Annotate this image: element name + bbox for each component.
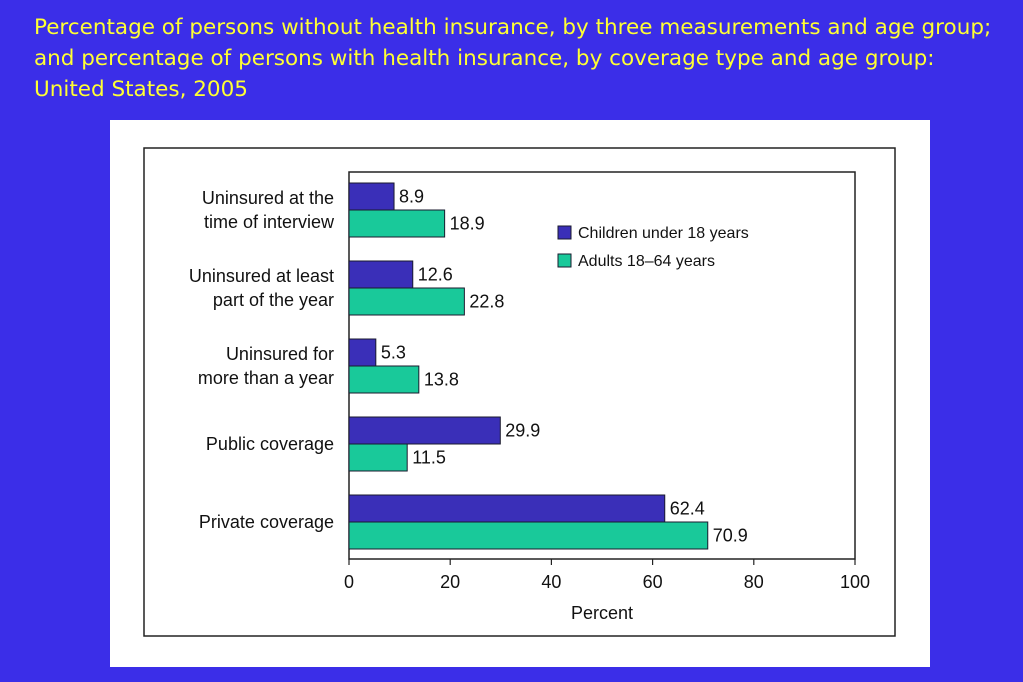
x-axis: 0 20 40 60 80 100 Percent — [344, 559, 870, 623]
category-label: Public coverage — [206, 434, 334, 454]
data-label: 5.3 — [381, 343, 406, 363]
slide-title: Percentage of persons without health ins… — [34, 15, 992, 102]
bar-children-3 — [348, 416, 501, 445]
x-tick-label: 20 — [440, 572, 460, 592]
bar-adults-0 — [348, 209, 446, 238]
data-label: 12.6 — [418, 265, 453, 285]
bars-layer — [348, 182, 709, 550]
data-label: 29.9 — [505, 421, 540, 441]
legend: Children under 18 years Adults 18–64 year… — [557, 225, 749, 270]
x-axis-title: Percent — [571, 603, 633, 623]
x-tick-label: 40 — [541, 572, 561, 592]
data-label: 13.8 — [424, 370, 459, 390]
x-tick-label: 100 — [840, 572, 870, 592]
category-label: Private coverage — [199, 512, 334, 532]
chart-frame — [143, 147, 896, 637]
x-tick-label: 0 — [344, 572, 354, 592]
labels-layer: 8.9 18.9 Uninsured at the time of interview… — [189, 187, 748, 546]
data-label: 18.9 — [450, 214, 485, 234]
bar-adults-1 — [348, 287, 465, 316]
x-tick-label: 80 — [744, 572, 764, 592]
data-label: 62.4 — [670, 499, 705, 519]
bar-adults-3 — [348, 443, 408, 472]
category-label: part of the year — [213, 290, 334, 310]
data-label: 8.9 — [399, 187, 424, 207]
data-label: 11.5 — [412, 448, 446, 468]
category-label: more than a year — [198, 368, 334, 388]
category-label: Uninsured at least — [189, 266, 334, 286]
bar-children-0 — [348, 182, 395, 211]
legend-swatch-children — [557, 225, 572, 240]
bar-children-2 — [348, 338, 377, 367]
bar-children-4 — [348, 494, 666, 523]
category-label: Uninsured for — [226, 344, 334, 364]
data-label: 70.9 — [713, 526, 748, 546]
bar-adults-4 — [348, 521, 709, 550]
bar-chart: 8.9 18.9 Uninsured at the time of interview… — [143, 147, 896, 637]
bar-adults-2 — [348, 365, 420, 394]
legend-swatch-adults — [557, 253, 572, 268]
data-label: 22.8 — [469, 292, 504, 312]
chart-panel: 8.9 18.9 Uninsured at the time of interview… — [110, 120, 930, 667]
legend-label: Adults 18–64 years — [578, 253, 715, 270]
category-label: Uninsured at the — [202, 188, 334, 208]
legend-label: Children under 18 years — [578, 225, 749, 242]
x-tick-label: 60 — [643, 572, 663, 592]
category-label: time of interview — [204, 212, 335, 232]
bar-children-1 — [348, 260, 414, 289]
